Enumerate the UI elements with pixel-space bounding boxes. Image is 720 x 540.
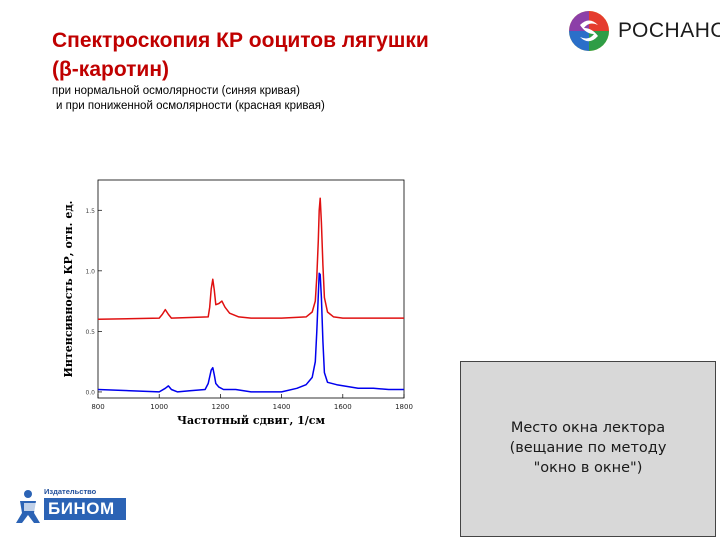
binom-publisher-label: Издательство: [44, 487, 97, 496]
reader-figure-icon: [16, 490, 40, 523]
lector-line-1: Место окна лектора: [510, 420, 666, 436]
rosnano-wordmark: РОСНАНО: [618, 19, 720, 42]
subtitle-line-1: при нормальной осмолярности (синяя крива…: [52, 85, 300, 97]
slide-subtitle: при нормальной осмолярности (синяя крива…: [52, 84, 472, 114]
binom-wordmark: БИНОМ: [48, 499, 115, 518]
subtitle-line-2: и при пониженной осмолярности (красная к…: [56, 100, 325, 112]
series-line-blue: [97, 272, 404, 393]
rosnano-emblem-icon: [569, 11, 609, 51]
x-tick-label: 1600: [334, 403, 352, 411]
y-tick-label: 0.5: [85, 329, 95, 336]
raman-spectrum-chart: 800 1000 1200 1400 1600 1800 0.0 0.5 1.0 1.5 Инте…: [60, 172, 432, 434]
y-axis-label: Интенсивность КР, отн. ед.: [62, 201, 75, 378]
plot-frame: [97, 179, 405, 399]
binom-badge: [44, 498, 126, 520]
x-axis-label: Частотный сдвиг, 1/см: [177, 414, 326, 427]
y-tick-label: 0.0: [85, 389, 95, 396]
x-tick-label: 1200: [211, 403, 229, 411]
y-tick-label: 1.5: [85, 208, 95, 215]
binom-logo: Издательство БИНОМ: [14, 487, 126, 525]
slide-title-line-1: Спектроскопия КР ооцитов лягушки: [52, 29, 429, 52]
x-tick-label: 1400: [273, 403, 291, 411]
series-line-red: [97, 197, 404, 321]
y-tick-label: 1.0: [85, 268, 95, 275]
x-tick-label: 1800: [395, 403, 413, 411]
lector-video-placeholder: Место окна лектора (вещание по методу "о…: [460, 361, 716, 537]
lector-line-2: (вещание по методу: [509, 440, 667, 456]
x-tick-label: 800: [91, 403, 104, 411]
lector-line-3: "окно в окне"): [533, 460, 643, 476]
slide-title-line-2: (β-каротин): [52, 58, 169, 81]
lector-placeholder-text: Место окна лектора (вещание по методу "о…: [461, 418, 715, 478]
x-tick-label: 1000: [150, 403, 168, 411]
chart-svg: 800 1000 1200 1400 1600 1800 0.0 0.5 1.0 1.5 Инте…: [62, 179, 413, 427]
slide-title: Спектроскопия КР ооцитов лягушки (β-каро…: [52, 26, 522, 84]
rosnano-logo: РОСНАНО: [566, 8, 720, 54]
